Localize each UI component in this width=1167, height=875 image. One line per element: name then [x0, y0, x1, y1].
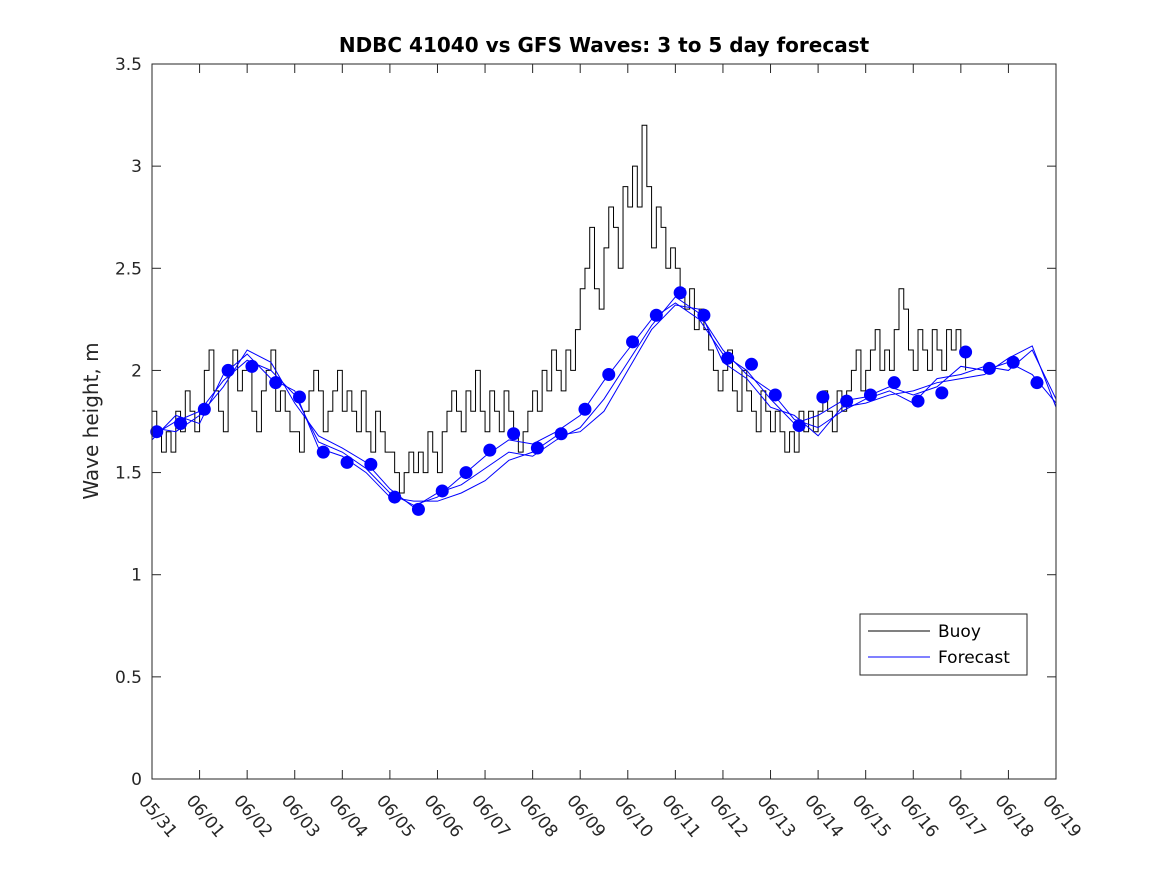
forecast-point — [935, 386, 949, 400]
forecast-point — [744, 357, 758, 371]
y-tick-label: 2 — [131, 361, 142, 381]
forecast-point — [245, 359, 259, 373]
forecast-point — [483, 443, 497, 457]
y-tick-label: 0.5 — [115, 668, 142, 688]
forecast-point — [364, 457, 378, 471]
y-tick-label: 2.5 — [115, 259, 142, 279]
forecast-point — [1006, 355, 1020, 369]
forecast-point — [626, 335, 640, 349]
y-axis: 0 0.5 1 1.5 2 2.5 3 3.5 — [115, 55, 1056, 790]
forecast-point — [816, 390, 830, 404]
legend-label-forecast: Forecast — [938, 648, 1010, 668]
forecast-point — [911, 394, 925, 408]
forecast-point — [768, 388, 782, 402]
chart-title: NDBC 41040 vs GFS Waves: 3 to 5 day fore… — [339, 33, 870, 57]
plot-frame — [151, 63, 1057, 780]
buoy-line — [152, 124, 967, 494]
legend-box — [859, 613, 1028, 676]
forecast-point — [1030, 376, 1044, 390]
forecast-point — [887, 376, 901, 390]
y-tick-label: 3.5 — [115, 55, 142, 75]
forecast-point — [340, 455, 354, 469]
y-tick-label: 1.5 — [115, 464, 142, 484]
legend-label-buoy: Buoy — [938, 622, 981, 642]
forecast-line-3 — [151, 296, 1057, 508]
forecast-point — [840, 394, 854, 408]
forecast-point — [673, 286, 687, 300]
forecast-line-4 — [151, 304, 1057, 502]
forecast-point — [507, 427, 521, 441]
plot-series — [150, 124, 1057, 516]
y-axis-label: Wave height, m — [79, 342, 103, 499]
y-tick-label: 1 — [131, 566, 142, 586]
y-tick-label: 0 — [131, 770, 142, 790]
y-tick-label: 3 — [131, 157, 142, 177]
forecast-point — [959, 345, 973, 359]
legend: Buoy Forecast — [859, 613, 1028, 676]
